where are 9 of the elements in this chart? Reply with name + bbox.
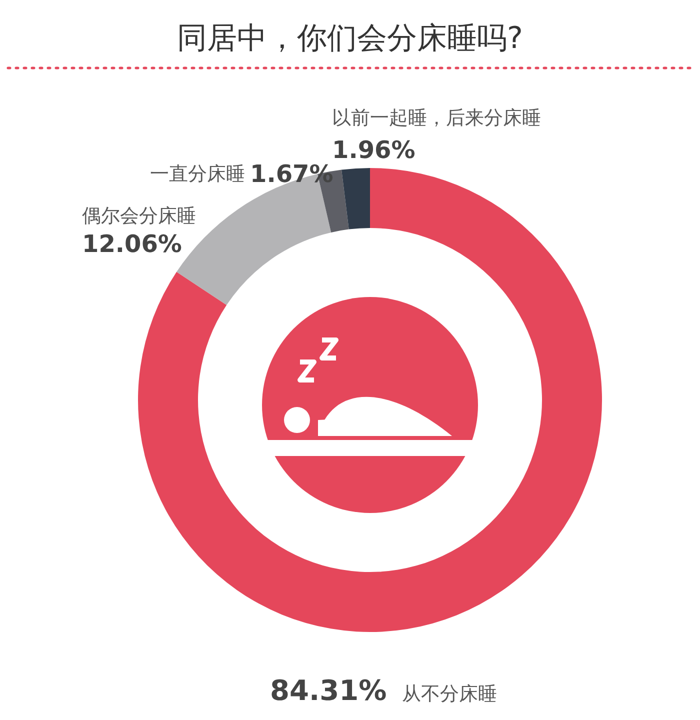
slice-label: 一直分床睡: [150, 163, 245, 185]
chart-title: 同居中，你们会分床睡吗?: [177, 21, 523, 56]
data-label: 12.06%: [82, 230, 182, 258]
slice-label: 以前一起睡，后来分床睡: [332, 107, 541, 129]
slice-label: 偶尔会分床睡: [82, 205, 196, 227]
data-label: 1.96%: [332, 136, 416, 164]
data-label: 1.67%: [250, 160, 334, 188]
slice-label: 从不分床睡: [402, 683, 497, 705]
data-label: 84.31%: [270, 674, 387, 707]
